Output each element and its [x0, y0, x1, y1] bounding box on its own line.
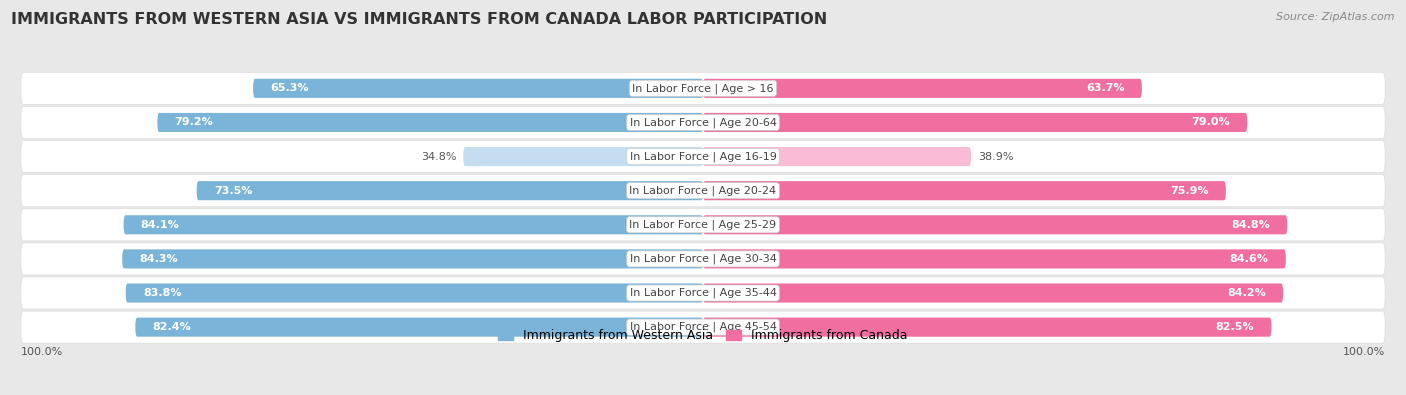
Text: 84.2%: 84.2%: [1227, 288, 1265, 298]
FancyBboxPatch shape: [703, 284, 1284, 303]
Text: In Labor Force | Age 20-24: In Labor Force | Age 20-24: [630, 185, 776, 196]
FancyBboxPatch shape: [21, 106, 1385, 139]
Text: 84.1%: 84.1%: [141, 220, 180, 230]
Text: 63.7%: 63.7%: [1085, 83, 1125, 93]
FancyBboxPatch shape: [21, 72, 1385, 104]
Text: Source: ZipAtlas.com: Source: ZipAtlas.com: [1277, 12, 1395, 22]
FancyBboxPatch shape: [703, 113, 1247, 132]
FancyBboxPatch shape: [135, 318, 703, 337]
FancyBboxPatch shape: [703, 318, 1271, 337]
Text: In Labor Force | Age > 16: In Labor Force | Age > 16: [633, 83, 773, 94]
FancyBboxPatch shape: [703, 181, 1226, 200]
Text: 38.9%: 38.9%: [979, 152, 1014, 162]
FancyBboxPatch shape: [463, 147, 703, 166]
Text: 79.0%: 79.0%: [1191, 117, 1230, 128]
FancyBboxPatch shape: [125, 284, 703, 303]
Text: In Labor Force | Age 30-34: In Labor Force | Age 30-34: [630, 254, 776, 264]
Text: 100.0%: 100.0%: [21, 347, 63, 357]
Text: In Labor Force | Age 35-44: In Labor Force | Age 35-44: [630, 288, 776, 298]
FancyBboxPatch shape: [124, 215, 703, 234]
Text: 73.5%: 73.5%: [214, 186, 252, 196]
FancyBboxPatch shape: [253, 79, 703, 98]
FancyBboxPatch shape: [703, 147, 972, 166]
FancyBboxPatch shape: [21, 141, 1385, 173]
Text: 82.4%: 82.4%: [152, 322, 191, 332]
FancyBboxPatch shape: [21, 277, 1385, 309]
Text: In Labor Force | Age 45-54: In Labor Force | Age 45-54: [630, 322, 776, 332]
Text: 84.6%: 84.6%: [1230, 254, 1268, 264]
FancyBboxPatch shape: [21, 243, 1385, 275]
Text: 82.5%: 82.5%: [1216, 322, 1254, 332]
Text: 65.3%: 65.3%: [270, 83, 309, 93]
Text: IMMIGRANTS FROM WESTERN ASIA VS IMMIGRANTS FROM CANADA LABOR PARTICIPATION: IMMIGRANTS FROM WESTERN ASIA VS IMMIGRAN…: [11, 12, 828, 27]
FancyBboxPatch shape: [703, 249, 1286, 269]
Text: 84.3%: 84.3%: [139, 254, 179, 264]
FancyBboxPatch shape: [21, 311, 1385, 343]
Text: 84.8%: 84.8%: [1232, 220, 1270, 230]
Text: In Labor Force | Age 20-64: In Labor Force | Age 20-64: [630, 117, 776, 128]
FancyBboxPatch shape: [122, 249, 703, 269]
FancyBboxPatch shape: [703, 215, 1288, 234]
Text: In Labor Force | Age 16-19: In Labor Force | Age 16-19: [630, 151, 776, 162]
FancyBboxPatch shape: [197, 181, 703, 200]
FancyBboxPatch shape: [21, 175, 1385, 207]
Text: 75.9%: 75.9%: [1170, 186, 1209, 196]
Text: 79.2%: 79.2%: [174, 117, 214, 128]
Legend: Immigrants from Western Asia, Immigrants from Canada: Immigrants from Western Asia, Immigrants…: [494, 324, 912, 347]
FancyBboxPatch shape: [703, 79, 1142, 98]
Text: In Labor Force | Age 25-29: In Labor Force | Age 25-29: [630, 220, 776, 230]
FancyBboxPatch shape: [157, 113, 703, 132]
Text: 100.0%: 100.0%: [1343, 347, 1385, 357]
Text: 83.8%: 83.8%: [143, 288, 181, 298]
FancyBboxPatch shape: [21, 209, 1385, 241]
Text: 34.8%: 34.8%: [420, 152, 457, 162]
